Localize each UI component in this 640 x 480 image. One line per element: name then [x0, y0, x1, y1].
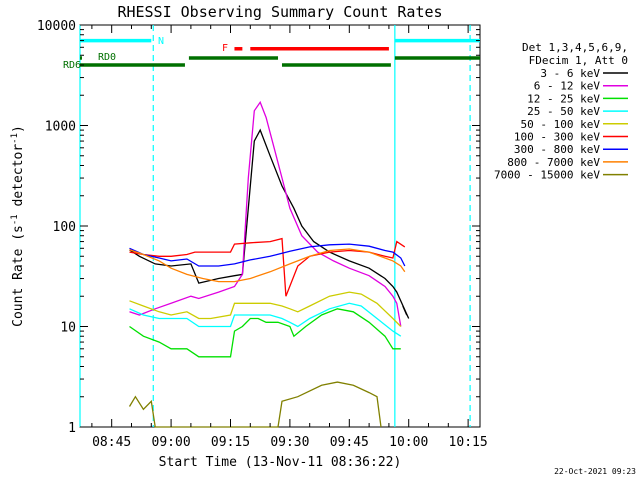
y-axis-label-main: Count Rate (s: [11, 225, 26, 327]
status-bar-label: F: [222, 43, 228, 54]
plot-frame: [79, 24, 481, 428]
series-line: [128, 381, 382, 428]
status-bar-label: RD0: [98, 52, 116, 63]
status-bar-label: N: [158, 36, 164, 47]
series-line: [129, 302, 402, 337]
x-axis-label: Start Time (13-Nov-11 08:36:22): [159, 455, 402, 470]
y-axis-label-end: ): [11, 125, 26, 133]
y-tick-label: 100: [53, 220, 76, 235]
x-tick-label: 09:15: [211, 435, 250, 450]
series-line: [129, 100, 402, 327]
series-line: [129, 248, 406, 283]
legend-header-line1: Det 1,3,4,5,6,9,: [522, 41, 628, 54]
legend-label: 50 - 100 keV: [521, 118, 601, 131]
series-line: [129, 291, 402, 327]
series-line: [129, 128, 410, 319]
footer-date: 22-Oct-2021 09:23: [554, 467, 636, 476]
plot-area: N F RD0 RD6: [63, 24, 481, 428]
y-axis-label-mid: detector: [11, 144, 26, 215]
legend-label: 7000 - 15000 keV: [494, 169, 600, 182]
y-axis: 1 10 100 1000 10000: [37, 19, 480, 436]
legend-label: 3 - 6 keV: [540, 67, 600, 80]
legend-label: 12 - 25 keV: [527, 92, 600, 105]
x-tick-label: 08:45: [92, 435, 131, 450]
x-tick-label: 09:45: [330, 435, 369, 450]
y-axis-label-sup1: -1: [10, 214, 20, 225]
legend: Det 1,3,4,5,6,9, FDecim 1, Att 0 3 - 6 k…: [494, 41, 628, 182]
x-tick-label: 10:00: [389, 435, 428, 450]
legend-header-line2: FDecim 1, Att 0: [529, 54, 628, 67]
vertical-markers: [79, 25, 471, 427]
y-tick-label: 1: [68, 421, 76, 436]
series-line: [129, 243, 406, 267]
chart-title: RHESSI Observing Summary Count Rates: [117, 3, 442, 21]
series-line: [129, 308, 401, 358]
status-bars: N F RD0 RD6: [63, 36, 480, 71]
x-tick-label: 09:30: [270, 435, 309, 450]
y-tick-label: 10000: [37, 19, 76, 34]
y-axis-label-sup2: -1: [10, 133, 20, 144]
series-layer: [128, 100, 410, 428]
legend-label: 100 - 300 keV: [514, 131, 600, 144]
x-tick-label: 09:00: [152, 435, 191, 450]
y-tick-label: 1000: [45, 120, 76, 135]
legend-label: 25 - 50 keV: [527, 105, 600, 118]
legend-label: 800 - 7000 keV: [507, 156, 600, 169]
status-bar-label: RD6: [63, 60, 81, 71]
x-tick-label: 10:15: [449, 435, 488, 450]
series-line: [129, 237, 406, 297]
legend-label: 300 - 800 keV: [514, 143, 600, 156]
x-axis: 08:45 09:00 09:15 09:30 09:45 10:00 10:15: [91, 25, 488, 450]
legend-label: 6 - 12 keV: [534, 80, 601, 93]
y-tick-label: 10: [60, 321, 76, 336]
y-axis-label: Count Rate (s-1 detector-1): [10, 125, 26, 327]
